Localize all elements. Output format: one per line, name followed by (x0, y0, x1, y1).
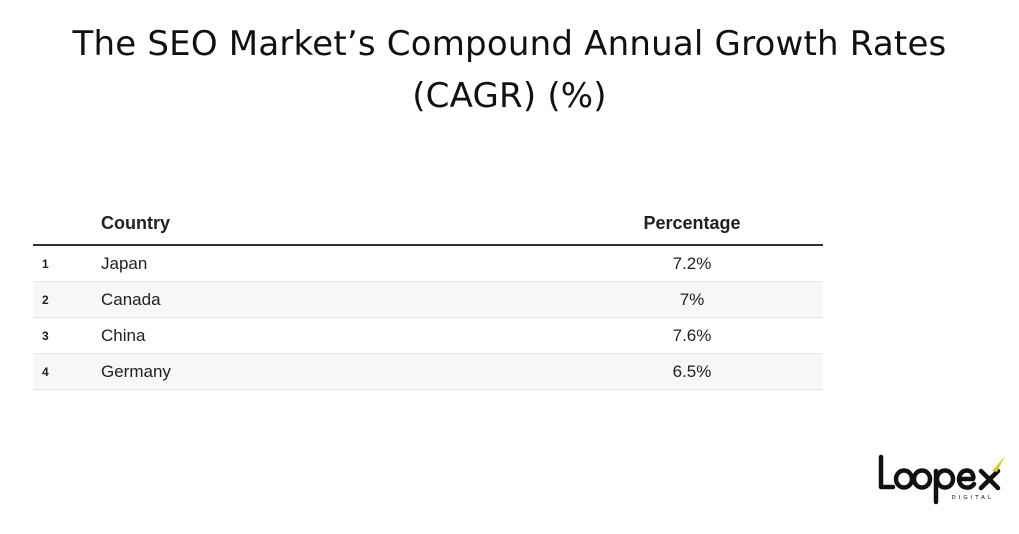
percentage-cell: 7.2% (561, 245, 823, 282)
cagr-table: Country Percentage 1 Japan 7.2% 2 Canada… (33, 202, 823, 390)
table-row: 3 China 7.6% (33, 317, 823, 354)
row-index: 1 (33, 245, 101, 282)
percentage-cell: 6.5% (561, 353, 823, 390)
table-row: 2 Canada 7% (33, 281, 823, 318)
logo-tagline: DIGITAL (951, 495, 994, 501)
table-row: 4 Germany 6.5% (33, 353, 823, 390)
country-cell: China (101, 317, 561, 354)
row-index: 2 (33, 281, 101, 318)
country-column-header: Country (101, 202, 561, 246)
loopex-logo: DIGITAL (878, 454, 1005, 505)
table-row: 1 Japan 7.2% (33, 245, 823, 282)
country-cell: Germany (101, 353, 561, 390)
chart-title-line-2: (CAGR) (%) (412, 76, 607, 116)
row-index: 4 (33, 353, 101, 390)
row-index: 3 (33, 317, 101, 354)
country-cell: Canada (101, 281, 561, 318)
chart-title-line-1: The SEO Market’s Compound Annual Growth … (72, 24, 947, 64)
chart-title: The SEO Market’s Compound Annual Growth … (0, 18, 1019, 122)
table-header-row: Country Percentage (33, 202, 823, 246)
percentage-cell: 7.6% (561, 317, 823, 354)
percentage-column-header: Percentage (561, 202, 823, 246)
percentage-cell: 7% (561, 281, 823, 318)
index-column-header (33, 202, 101, 246)
country-cell: Japan (101, 245, 561, 282)
